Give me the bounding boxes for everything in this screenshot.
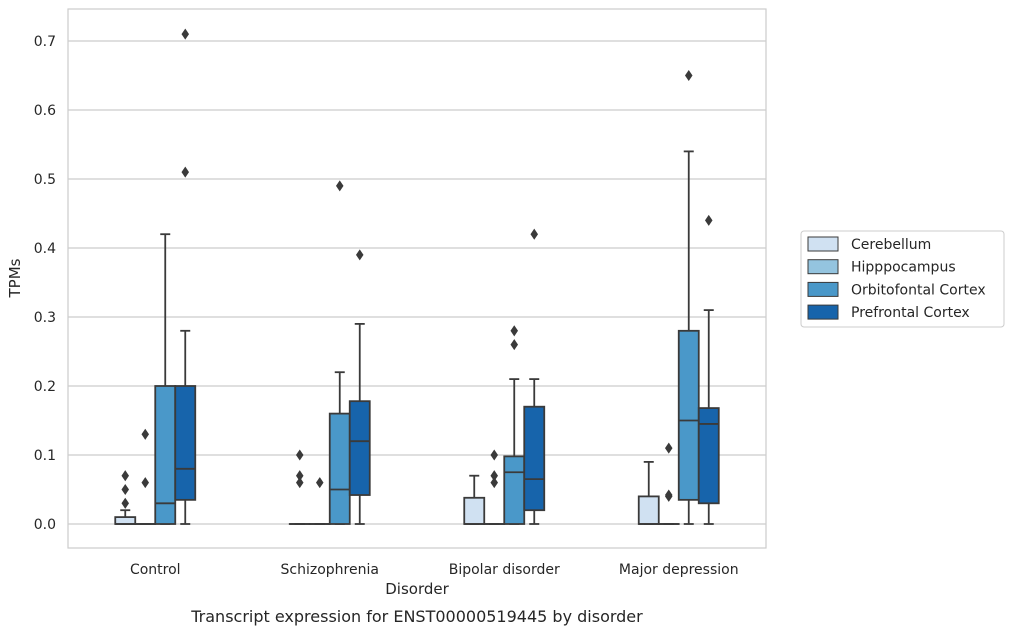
outlier-point (355, 249, 364, 261)
outlier-point (181, 166, 190, 178)
legend-swatch (807, 304, 839, 320)
outlier-point (295, 449, 304, 461)
box-2-1 (483, 449, 506, 525)
x-axis-ticks: Control Schizophrenia Bipolar disorder Majo… (130, 562, 739, 578)
y-tick-label: 0.4 (34, 241, 56, 257)
outlier-point (490, 470, 499, 482)
outlier-point (295, 477, 304, 489)
box-2-0 (463, 474, 486, 525)
box (503, 455, 526, 525)
box (328, 412, 351, 525)
y-axis-label: TPMs (6, 258, 24, 298)
box (677, 329, 700, 501)
outlier-point (530, 228, 539, 240)
box (697, 407, 720, 505)
box (523, 405, 546, 512)
x-tick-label: Schizophrenia (281, 562, 379, 578)
outlier-point (335, 180, 344, 192)
y-tick-label: 0.2 (34, 379, 56, 395)
box-0-1 (134, 428, 157, 525)
x-tick-label: Control (130, 562, 181, 578)
box (637, 495, 660, 525)
box-3-2 (677, 69, 700, 525)
box-1-1 (308, 477, 331, 525)
outlier-point (510, 325, 519, 337)
outlier-point (315, 477, 324, 489)
y-tick-label: 0.1 (34, 448, 56, 464)
outlier-point (121, 483, 130, 496)
box-3-3 (697, 214, 720, 525)
outlier-point (141, 428, 150, 440)
plot-frame (67, 8, 767, 549)
box (114, 516, 137, 525)
box (174, 385, 197, 501)
box-1-0 (288, 449, 311, 525)
box-3-0 (637, 460, 660, 525)
x-axis-label: Disorder (385, 580, 449, 598)
y-tick-label: 0.6 (34, 103, 56, 119)
outlier-point (490, 477, 499, 489)
outlier-point (510, 339, 519, 351)
box-2-2 (503, 325, 526, 525)
outlier-point (664, 489, 673, 501)
box-plot-series (114, 28, 720, 525)
legend-swatch (807, 236, 839, 252)
outlier-point (121, 470, 130, 482)
legend-label: Cerebellum (851, 237, 931, 253)
outlier-point (490, 449, 499, 461)
legend-label: Prefrontal Cortex (851, 305, 970, 321)
outlier-point (684, 69, 693, 82)
chart-title: Transcript expression for ENST0000051944… (190, 607, 643, 626)
outlier-point (664, 442, 673, 454)
outlier-point (141, 477, 150, 489)
outlier-point (181, 28, 190, 40)
legend-swatch (807, 259, 839, 275)
y-tick-label: 0.5 (34, 172, 56, 188)
box-0-0 (114, 470, 137, 525)
outlier-point (704, 214, 713, 226)
outlier-point (295, 470, 304, 482)
box-1-2 (328, 180, 351, 525)
box-2-3 (523, 228, 546, 525)
y-tick-label: 0.3 (34, 310, 56, 326)
x-tick-label: Major depression (619, 562, 739, 578)
box (348, 400, 371, 496)
box-0-3 (174, 28, 197, 525)
box-1-3 (348, 249, 371, 525)
y-axis-ticks: 0.0 0.1 0.2 0.3 0.4 0.5 0.6 0.7 (34, 34, 56, 533)
legend-frame (800, 230, 1005, 328)
legend-label: Orbitofontal Cortex (851, 282, 986, 298)
y-tick-label: 0.0 (34, 517, 56, 533)
outlier-point (121, 497, 130, 509)
legend-label: Hipppocampus (851, 260, 956, 276)
legend: Cerebellum Hipppocampus Orbitofontal Corte… (800, 230, 1005, 328)
box-0-2 (154, 233, 177, 525)
y-tick-label: 0.7 (34, 34, 56, 50)
box (463, 496, 486, 525)
x-tick-label: Bipolar disorder (449, 562, 560, 578)
box-3-1 (657, 442, 680, 525)
legend-swatch (807, 281, 839, 297)
